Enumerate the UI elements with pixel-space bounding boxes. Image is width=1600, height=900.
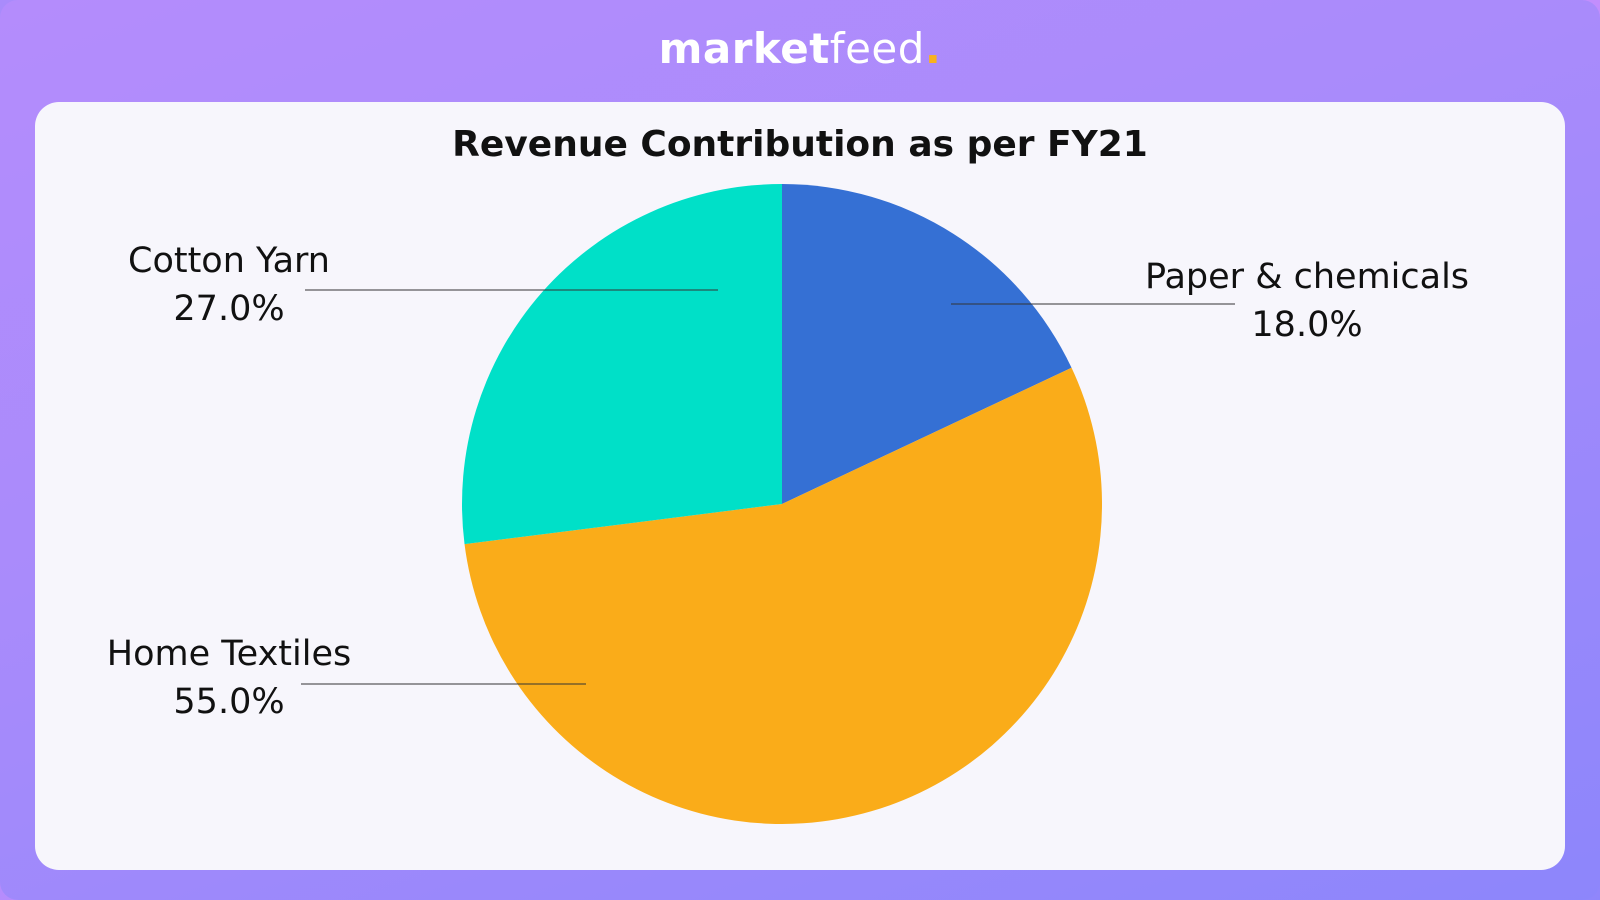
pie-labels: Paper & chemicals 18.0% Home Textiles 55.0%… xyxy=(107,241,1469,722)
slice-value-home-textiles: 55.0% xyxy=(173,682,284,722)
brand-name-bold: market xyxy=(658,24,830,73)
slice-label-home-textiles: Home Textiles xyxy=(107,634,352,674)
chart-title: Revenue Contribution as per FY21 xyxy=(452,124,1148,165)
pie-slices xyxy=(462,184,1102,824)
slice-value-cotton-yarn: 27.0% xyxy=(173,289,284,329)
pie-slice-paper-chemicals xyxy=(782,184,1072,504)
chart-card: Revenue Contribution as per FY21 Paper &… xyxy=(35,102,1565,870)
slice-label-paper-chemicals: Paper & chemicals xyxy=(1145,257,1469,297)
pie-slice-cotton-yarn xyxy=(462,184,782,545)
brand-name-light: feed xyxy=(829,24,925,73)
pie-slice-home-textiles xyxy=(464,367,1102,824)
slice-label-cotton-yarn: Cotton Yarn xyxy=(128,241,330,281)
pie-chart: Revenue Contribution as per FY21 Paper &… xyxy=(107,124,1469,824)
brand-logo: marketfeed. xyxy=(0,24,1600,73)
brand-dot: . xyxy=(924,24,942,73)
slice-value-paper-chemicals: 18.0% xyxy=(1251,305,1362,345)
